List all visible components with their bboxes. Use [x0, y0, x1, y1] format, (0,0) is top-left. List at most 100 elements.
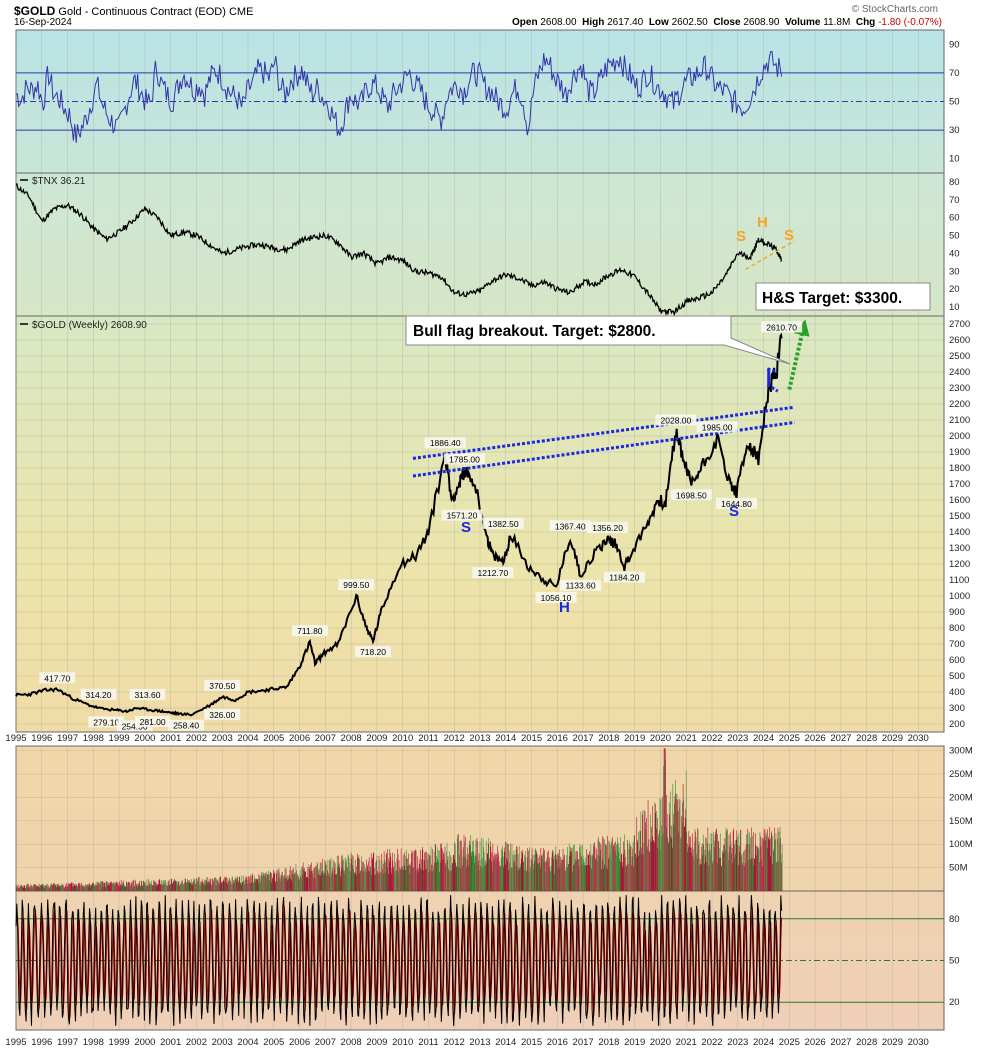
rsi-tick-label: 70 [949, 68, 960, 79]
year-tick-label: 2000 [134, 1037, 155, 1048]
price-tick-label: 2600 [949, 335, 970, 346]
stochastic-k-line [15, 895, 783, 1026]
year-tick-label: 2010 [392, 1037, 413, 1048]
volume-tick-label: 100M [949, 839, 973, 850]
year-tick-label: 2030 [908, 1037, 929, 1048]
price-label-bg [168, 719, 205, 731]
volume-tick-label: 300M [949, 746, 973, 757]
price-label: 999.50 [343, 580, 369, 590]
price-label: 1356.20 [592, 523, 623, 533]
close-value: 2608.90 [743, 17, 780, 28]
price-tick-label: 1500 [949, 511, 970, 522]
year-tick-label: 1995 [5, 1037, 26, 1048]
date-label: 16-Sep-2024 [14, 17, 72, 28]
year-tick-label: 2006 [289, 1037, 310, 1048]
price-tick-label: 1800 [949, 463, 970, 474]
price-label-bg [338, 579, 375, 591]
price-tick-label: 1300 [949, 543, 970, 554]
price-label-bg [134, 716, 171, 728]
year-tick-label: 2014 [495, 733, 516, 744]
price-tick-label: 1700 [949, 479, 970, 490]
gold-hs-left-shoulder: S [461, 519, 471, 536]
price-label-bg [88, 716, 125, 728]
year-tick-label: 2003 [212, 733, 233, 744]
rsi-tick-label: 10 [949, 154, 960, 165]
year-tick-label: 2022 [701, 733, 722, 744]
gold-price-line [15, 332, 783, 717]
tnx-neckline [745, 240, 795, 271]
price-tick-label: 1600 [949, 495, 970, 506]
price-tick-label: 2300 [949, 383, 970, 394]
year-tick-label: 2000 [134, 733, 155, 744]
price-labels: 417.70 314.20 279.10 254.50 313.60 281.00 258.… [39, 321, 803, 732]
price-label: 1985.00 [702, 422, 733, 432]
year-tick-label: 2012 [444, 1037, 465, 1048]
price-legend: $GOLD (Weekly) 2608.90 [32, 320, 147, 331]
price-label: 326.00 [209, 710, 235, 720]
volume-label: Volume [785, 17, 821, 28]
year-tick-label: 1996 [31, 1037, 52, 1048]
year-tick-label: 2001 [160, 1037, 181, 1048]
year-tick-label: 2005 [263, 1037, 284, 1048]
price-tick-label: 2700 [949, 319, 970, 330]
price-tick-label: 1200 [949, 559, 970, 570]
stochastic-series [15, 895, 783, 1026]
price-label-bg [39, 672, 76, 684]
year-tick-label: 2015 [521, 1037, 542, 1048]
year-tick-label: 2026 [805, 733, 826, 744]
gold-hs-right-shoulder: S [729, 503, 739, 520]
symbol: $GOLD [14, 4, 56, 18]
stochastic-tick-label: 50 [949, 956, 960, 967]
year-tick-label: 1995 [5, 733, 26, 744]
price-label-bg [80, 688, 117, 700]
price-label-bg [116, 720, 153, 732]
price-tick-label: 800 [949, 623, 965, 634]
year-tick-label: 2029 [882, 1037, 903, 1048]
tnx-tick-label: 50 [949, 231, 960, 242]
price-label-bg [443, 453, 486, 465]
description: Gold - Continuous Contract (EOD) [58, 6, 226, 18]
price-label: 370.50 [209, 681, 235, 691]
price-tick-label: 1000 [949, 591, 970, 602]
tnx-hs-left-shoulder: S [736, 228, 746, 245]
price-label: 1571.20 [447, 511, 478, 521]
tnx-tick-label: 20 [949, 284, 960, 295]
year-tick-label: 1998 [83, 733, 104, 744]
tnx-hs-head: H [757, 214, 768, 231]
year-tick-label: 2029 [882, 733, 903, 744]
bull-flag-callout: Bull flag breakout. Target: $2800. [405, 315, 791, 365]
tnx-tick-label: 40 [949, 248, 960, 259]
year-tick-label: 2019 [624, 1037, 645, 1048]
year-tick-label: 2012 [444, 733, 465, 744]
open-value: 2608.00 [540, 17, 577, 28]
price-label: 313.60 [134, 690, 160, 700]
year-tick-label: 1997 [57, 1037, 78, 1048]
price-label: 1644.80 [721, 499, 752, 509]
price-tick-label: 200 [949, 719, 965, 730]
stochastic-tick-label: 20 [949, 997, 960, 1008]
low-value: 2602.50 [671, 17, 708, 28]
year-tick-label: 2006 [289, 733, 310, 744]
stochastic-signal-line [15, 904, 783, 1018]
price-label-bg [204, 679, 241, 691]
year-tick-label: 2007 [315, 1037, 336, 1048]
price-label-bg [129, 688, 166, 700]
price-label-bg [355, 646, 391, 658]
brand: © StockCharts.com [851, 4, 938, 15]
price-label: 2610.70 [766, 322, 797, 332]
year-tick-label: 2015 [521, 733, 542, 744]
price-label: 279.10 [93, 717, 119, 727]
price-label-bg [549, 520, 591, 532]
price-tick-label: 1100 [949, 575, 969, 586]
year-tick-label: 2023 [727, 1037, 748, 1048]
year-tick-label: 2017 [573, 733, 594, 744]
year-tick-label: 2020 [650, 1037, 671, 1048]
tnx-tick-label: 80 [949, 177, 960, 188]
year-tick-label: 2026 [805, 1037, 826, 1048]
year-tick-label: 2021 [676, 733, 697, 744]
year-tick-label: 1998 [83, 1037, 104, 1048]
year-tick-label: 2022 [701, 1037, 722, 1048]
price-tick-label: 1900 [949, 447, 970, 458]
price-tick-label: 1400 [949, 527, 970, 538]
